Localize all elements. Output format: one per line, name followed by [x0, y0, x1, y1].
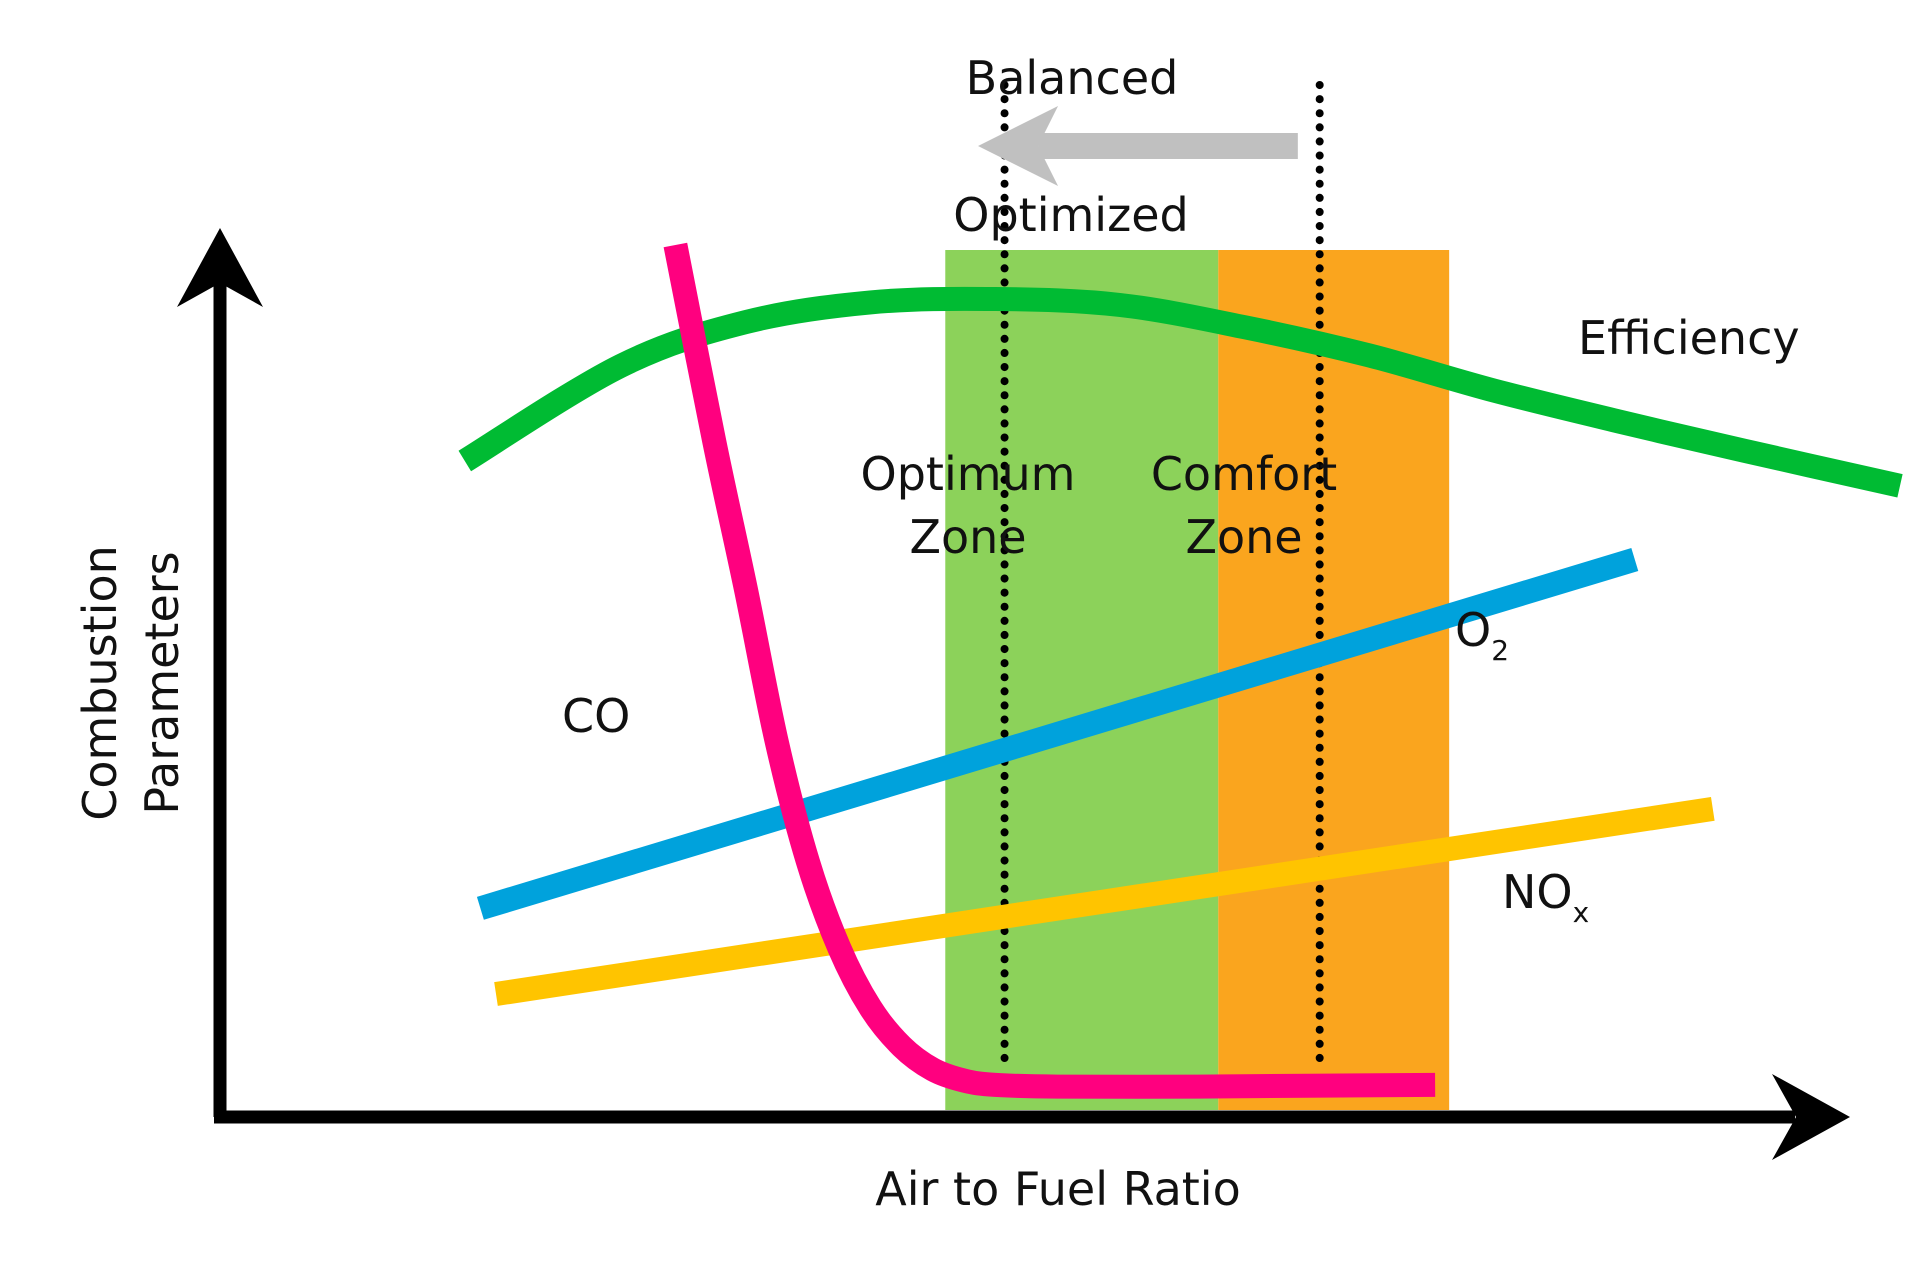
series-line-co [663, 242, 1436, 1099]
zone-band-optimum [945, 250, 1219, 1110]
comfort-zone-label-line-2: Zone [1185, 510, 1302, 564]
series-line-o2 [476, 548, 1639, 920]
y-axis-arrowhead [177, 228, 263, 307]
labels-layer: Air to Fuel Ratio Combustion Parameters … [73, 51, 1800, 1216]
shift-arrow-layer [978, 106, 1298, 186]
o2-label-subscript: 2 [1491, 634, 1509, 667]
x-axis-arrowhead [1772, 1074, 1850, 1160]
x-axis-label: Air to Fuel Ratio [875, 1162, 1240, 1216]
series-line-efficiency [458, 286, 1903, 498]
co-series-label: CO [562, 689, 630, 743]
shift-arrow-head [978, 106, 1059, 186]
optimum-zone-label-line-2: Zone [909, 510, 1026, 564]
nox-label-subscript: x [1573, 896, 1590, 929]
nox-label-main: NO [1502, 865, 1573, 919]
optimum-zone-label-line-1: Optimum [861, 447, 1076, 501]
comfort-zone-label-line-1: Comfort [1151, 447, 1337, 501]
y-axis-label-line-2: Parameters [135, 551, 189, 814]
y-axis-label-line-1: Combustion [73, 545, 127, 821]
o2-label-main: O [1455, 603, 1491, 657]
series-line-nox [494, 797, 1715, 1006]
axes [177, 228, 1850, 1160]
arrow-label-optimized: Optimized [953, 188, 1188, 242]
zones-layer [945, 250, 1450, 1110]
efficiency-series-label: Efficiency [1578, 311, 1800, 365]
arrow-label-balanced: Balanced [966, 51, 1179, 105]
series-layer [458, 242, 1903, 1099]
o2-series-label: O2 [1455, 603, 1509, 667]
nox-series-label: NOx [1502, 865, 1589, 929]
